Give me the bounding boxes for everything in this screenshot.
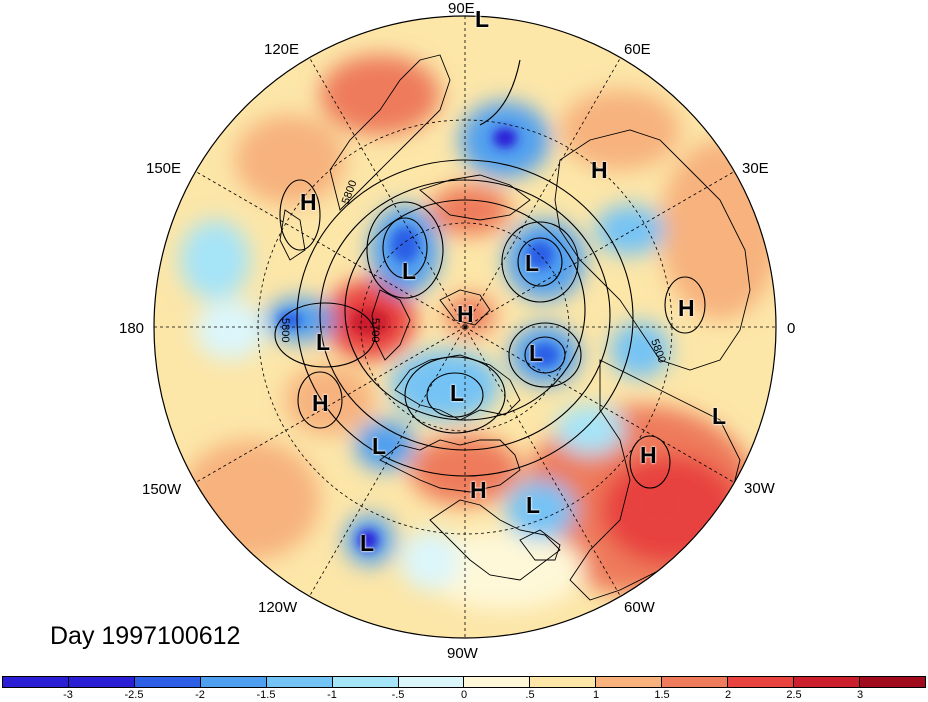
colorbar-tick-label: -2.5 <box>124 689 144 701</box>
contour-label: 5800 <box>279 318 291 342</box>
high-pressure-center: H <box>312 390 329 416</box>
graticule <box>154 16 776 638</box>
high-pressure-center: H <box>300 189 317 215</box>
lon-label-90w: 90W <box>447 645 478 662</box>
low-pressure-center: L <box>529 340 544 366</box>
lon-label-90e: 90E <box>448 0 475 17</box>
colorbar-swatch <box>3 677 69 687</box>
anomaly-cores <box>278 128 690 550</box>
colorbar <box>2 676 926 688</box>
day-label: Day 1997100612 <box>50 622 241 650</box>
colorbar-swatch <box>332 677 399 687</box>
coastlines <box>279 54 751 601</box>
colorbar-tick-label: -2 <box>195 689 205 701</box>
high-pressure-center: H <box>470 477 487 503</box>
colorbar-tick-label: 1 <box>592 689 600 701</box>
high-pressure-center: H <box>678 295 695 321</box>
map-border <box>153 15 777 639</box>
colorbar-tick-label: .5 <box>525 689 535 701</box>
colorbar-swatch <box>728 677 795 687</box>
lon-label-150w: 150W <box>142 481 182 498</box>
colorbar-swatch <box>530 677 597 687</box>
lon-label-60w: 60W <box>624 599 655 616</box>
lon-label-0: 0 <box>787 320 796 337</box>
colorbar-tick-label: 2 <box>724 689 732 701</box>
high-pressure-center: H <box>640 442 657 468</box>
lon-label-180: 180 <box>119 320 145 337</box>
low-pressure-center: L <box>525 250 540 276</box>
lon-label-60e: 60E <box>624 41 651 58</box>
colorbar-tick-label: 1.5 <box>654 689 670 701</box>
colorbar-swatch <box>662 677 729 687</box>
colorbar-swatch <box>398 677 465 687</box>
colorbar-swatch <box>596 677 663 687</box>
colorbar-tick-label: -1 <box>327 689 337 701</box>
colorbar-swatch <box>266 677 333 687</box>
low-pressure-center: L <box>402 258 417 284</box>
lon-label-120e: 120E <box>264 41 300 58</box>
colorbar-tick-label: -3 <box>63 689 73 701</box>
contour-label: 5700 <box>369 318 381 342</box>
low-pressure-center: L <box>450 380 465 406</box>
lon-label-30e: 30E <box>742 160 769 177</box>
low-pressure-center: L <box>372 433 387 459</box>
anomaly-field <box>180 55 776 610</box>
low-pressure-center: L <box>360 530 375 556</box>
colorbar-tick-label: 0 <box>460 689 468 701</box>
low-pressure-center: L <box>526 492 541 518</box>
colorbar-swatch <box>200 677 267 687</box>
lon-label-30w: 30W <box>744 480 775 497</box>
colorbar-tick-label: -.5 <box>391 689 405 701</box>
colorbar-swatch <box>794 677 860 687</box>
lon-label-120w: 120W <box>258 599 298 616</box>
colorbar-swatch <box>464 677 531 687</box>
lon-label-150e: 150E <box>146 160 182 177</box>
low-pressure-center: L <box>475 6 490 32</box>
colorbar-tick-label: -1.5 <box>256 689 276 701</box>
colorbar-tick-label: 3 <box>856 689 864 701</box>
high-pressure-center: H <box>591 157 608 183</box>
colorbar-swatch <box>68 677 135 687</box>
low-pressure-center: L <box>316 329 331 355</box>
high-pressure-center: H <box>457 301 474 327</box>
colorbar-swatch <box>859 677 925 687</box>
colorbar-swatch <box>134 677 201 687</box>
colorbar-tick-label: 2.5 <box>786 689 802 701</box>
low-pressure-center: L <box>712 403 727 429</box>
